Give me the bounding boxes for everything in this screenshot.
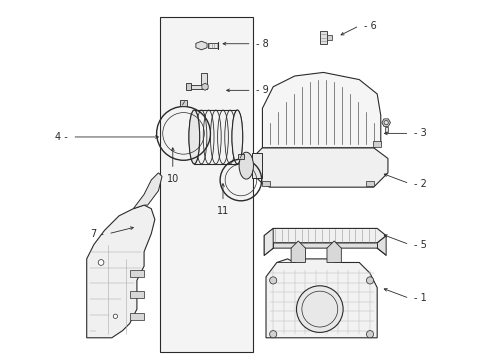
Polygon shape <box>319 31 326 44</box>
Polygon shape <box>264 228 386 243</box>
Ellipse shape <box>239 152 253 179</box>
Polygon shape <box>365 181 373 186</box>
Text: - 1: - 1 <box>413 293 426 303</box>
Polygon shape <box>326 35 332 40</box>
Polygon shape <box>202 83 208 90</box>
Bar <box>160 17 253 352</box>
Polygon shape <box>384 127 387 132</box>
Text: - 3: - 3 <box>413 129 426 138</box>
Polygon shape <box>251 148 387 187</box>
Polygon shape <box>86 205 155 338</box>
Text: - 6: - 6 <box>363 21 376 31</box>
Polygon shape <box>372 141 381 147</box>
Circle shape <box>269 277 276 284</box>
Polygon shape <box>201 73 206 85</box>
Ellipse shape <box>231 110 242 164</box>
Polygon shape <box>238 154 244 159</box>
Polygon shape <box>290 241 305 262</box>
Polygon shape <box>265 259 376 338</box>
Polygon shape <box>186 83 190 90</box>
Text: 10: 10 <box>166 174 179 184</box>
Ellipse shape <box>188 110 199 164</box>
Circle shape <box>98 260 104 265</box>
Circle shape <box>113 314 117 319</box>
Polygon shape <box>133 173 162 209</box>
Polygon shape <box>262 72 380 148</box>
Text: 7 -: 7 - <box>91 229 104 239</box>
Polygon shape <box>129 270 144 277</box>
Polygon shape <box>207 42 217 48</box>
Polygon shape <box>180 100 187 107</box>
Text: 11: 11 <box>216 206 229 216</box>
Polygon shape <box>129 313 144 320</box>
Polygon shape <box>264 235 386 255</box>
Text: - 5: - 5 <box>413 239 426 249</box>
Polygon shape <box>190 85 206 89</box>
Text: - 2: - 2 <box>413 179 426 189</box>
Circle shape <box>366 330 373 338</box>
Polygon shape <box>381 119 389 126</box>
Polygon shape <box>129 291 144 298</box>
Polygon shape <box>251 153 262 178</box>
Circle shape <box>366 277 373 284</box>
Circle shape <box>269 330 276 338</box>
Text: 4 -: 4 - <box>55 132 68 142</box>
Circle shape <box>296 286 343 332</box>
Polygon shape <box>261 181 270 186</box>
Polygon shape <box>326 241 341 262</box>
Text: - 9: - 9 <box>255 85 268 95</box>
Polygon shape <box>264 228 273 255</box>
Polygon shape <box>196 41 206 50</box>
Text: - 8: - 8 <box>255 39 268 49</box>
